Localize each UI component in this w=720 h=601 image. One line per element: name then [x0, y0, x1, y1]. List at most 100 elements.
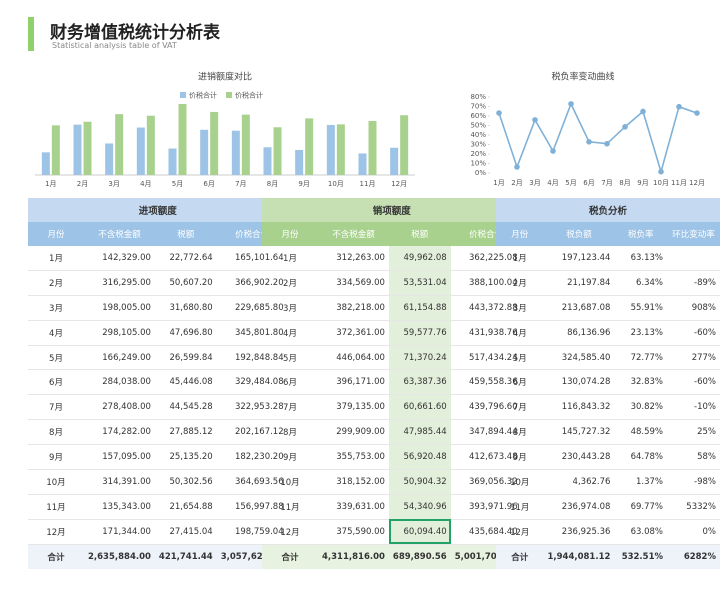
data-row: 12月 236,925.36 63.08% 0%: [496, 519, 720, 545]
cell: 116,843.32: [543, 394, 615, 421]
cell: 339,631.00: [318, 494, 389, 520]
x-tick-label: 12月: [689, 179, 705, 187]
bar: [400, 115, 409, 175]
header-cell: 月份: [496, 222, 544, 246]
cell: 49,962.08: [388, 246, 451, 271]
x-tick-label: 9月: [637, 179, 648, 187]
cell: 86,136.96: [543, 320, 615, 346]
cell: -10%: [667, 394, 720, 421]
cell: 9月: [496, 444, 544, 471]
cell: 10月: [28, 469, 84, 495]
data-row: 9月 355,753.00 56,920.48 412,673.48: [262, 444, 522, 471]
cell: 130,074.28: [543, 369, 615, 396]
cell: 11月: [28, 494, 84, 520]
y-tick-label: 20%: [470, 150, 486, 158]
legend-swatch: [226, 92, 232, 98]
bar: [305, 118, 314, 175]
title-row: 进项额度: [28, 198, 288, 222]
page-subtitle: Statistical analysis table of VAT: [52, 41, 177, 50]
header-cell: 税额: [154, 222, 217, 246]
point: [640, 108, 646, 115]
bar: [263, 147, 272, 175]
cell: 44,545.28: [154, 394, 217, 421]
cell: 45,446.08: [154, 369, 217, 396]
cell: 446,064.00: [318, 345, 389, 371]
bar: [83, 121, 92, 175]
bar: [273, 127, 282, 175]
table-title: 进项额度: [28, 198, 288, 222]
total-cell: 689,890.56: [388, 544, 451, 569]
cell: 69.77%: [614, 494, 668, 520]
cell: -60%: [667, 369, 720, 396]
y-tick-label: 10%: [470, 160, 486, 168]
line: [498, 101, 698, 175]
data-row: 7月 116,843.32 30.82% -10%: [496, 394, 720, 421]
cell: 47,696.80: [154, 320, 217, 346]
x-tick-label: 2月: [511, 179, 522, 187]
data-row: 4月 86,136.96 23.13% -60%: [496, 320, 720, 346]
y-tick-label: 70%: [470, 103, 486, 111]
bar: [41, 152, 50, 175]
cell: 135,343.00: [84, 494, 155, 520]
header-row: 月份 不含税金额 税额 价税合计: [28, 222, 288, 246]
total-row: 合计 4,311,816.00 689,890.56 5,001,706.56: [262, 544, 522, 569]
cell: [667, 246, 720, 271]
bar: [295, 149, 304, 175]
header-cell: 不含税金额: [84, 222, 155, 246]
data-row: 8月 174,282.00 27,885.12 202,167.12: [28, 419, 288, 446]
cell: 298,105.00: [84, 320, 155, 346]
data-row: 5月 166,249.00 26,599.84 192,848.84: [28, 345, 288, 371]
cell: 53,531.04: [388, 270, 451, 296]
data-row: 9月 157,095.00 25,135.20 182,230.20: [28, 444, 288, 471]
cell: 10月: [262, 469, 318, 495]
total-row: 合计 2,635,884.00 421,741.44 3,057,625.44: [28, 544, 288, 569]
cell: 21,654.88: [154, 494, 217, 520]
data-row: 8月 145,727.32 48.59% 25%: [496, 419, 720, 446]
cell: 6月: [496, 369, 544, 396]
point: [496, 110, 502, 116]
data-row: 8月 299,909.00 47,985.44 347,894.44: [262, 419, 522, 446]
x-tick-label: 9月: [298, 180, 309, 188]
point: [676, 103, 682, 110]
data-row: 3月 213,687.08 55.91% 908%: [496, 295, 720, 321]
x-tick-label: 1月: [45, 180, 56, 188]
header-cell: 环比变动率: [667, 222, 720, 246]
cell: 25%: [667, 419, 720, 446]
y-tick-label: 80%: [470, 93, 486, 101]
cell: 6.34%: [614, 270, 668, 296]
chart-title: 进销额度对比: [198, 71, 252, 83]
x-tick-label: 4月: [547, 179, 558, 187]
data-row: 10月 4,362.76 1.37% -98%: [496, 469, 720, 495]
header-cell: 不含税金额: [318, 222, 389, 246]
bar: [51, 125, 60, 175]
cell: 372,361.00: [318, 320, 389, 346]
cell: 314,391.00: [84, 469, 155, 495]
x-tick-label: 10月: [328, 180, 344, 188]
bar: [136, 127, 145, 175]
cell: 382,218.00: [318, 295, 389, 321]
data-row: 6月 130,074.28 32.83% -60%: [496, 369, 720, 396]
cell: 5月: [28, 345, 84, 371]
legend-label: 价税合计: [189, 91, 217, 100]
data-row: 2月 316,295.00 50,607.20 366,902.20: [28, 270, 288, 296]
cell: 145,727.32: [543, 419, 615, 446]
cell: 157,095.00: [84, 444, 155, 471]
cell: 236,974.08: [543, 494, 615, 520]
header-cell: 税负额: [543, 222, 615, 246]
data-row: 12月 375,590.00 60,094.40 435,684.40: [262, 519, 522, 545]
data-row: 6月 396,171.00 63,387.36 459,558.36: [262, 369, 522, 396]
cell: 63.13%: [614, 246, 668, 271]
table-title: 销项额度: [262, 198, 522, 222]
cell: 2月: [262, 270, 318, 296]
cell: 316,295.00: [84, 270, 155, 296]
x-tick-label: 6月: [203, 180, 214, 188]
total-cell: 6282%: [667, 544, 720, 569]
x-tick-label: 6月: [583, 179, 594, 187]
cell: 27,885.12: [154, 419, 217, 446]
point: [514, 164, 520, 170]
total-cell: 1,944,081.12: [543, 544, 615, 569]
cell: 142,329.00: [84, 246, 155, 271]
cell: 236,925.36: [543, 519, 615, 545]
cell: 334,569.00: [318, 270, 389, 296]
data-row: 6月 284,038.00 45,446.08 329,484.08: [28, 369, 288, 396]
